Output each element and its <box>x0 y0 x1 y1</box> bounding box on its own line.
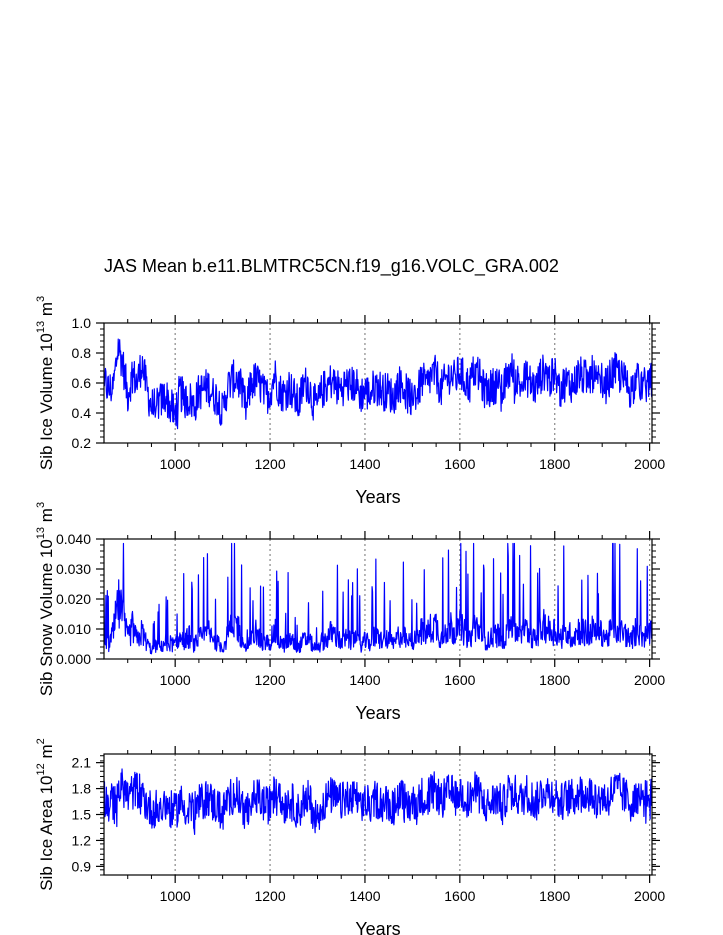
y-tick-label: 0.8 <box>72 345 92 361</box>
ice-volume-series-line <box>103 338 653 430</box>
ice-volume-y-axis-label: Sib Ice Volume 1013 m3 <box>35 296 56 470</box>
y-tick-label: 0.9 <box>72 858 92 874</box>
y-tick-label: 1.0 <box>72 315 92 331</box>
ice-area-series-line <box>103 768 653 836</box>
x-tick-label-1200: 1200 <box>254 672 285 688</box>
y-tick-label: 0.010 <box>56 621 91 637</box>
y-tick-label: 0.040 <box>56 531 91 547</box>
y-tick-label: 0.4 <box>72 405 92 421</box>
y-tick-label: 0.6 <box>72 375 92 391</box>
ice-area-panel: 1000 1200 1400 1600 1800 2000 0.9 1.2 1.5 1.8 2.1 Y… <box>35 738 665 935</box>
x-tick-label-2000: 2000 <box>634 456 665 472</box>
snow-volume-series-line <box>103 542 653 655</box>
y-tick-label: 1.5 <box>72 807 92 823</box>
x-tick-label-1400: 1400 <box>349 456 380 472</box>
x-tick-label-2000: 2000 <box>634 672 665 688</box>
x-tick-label-1200: 1200 <box>254 456 285 472</box>
x-tick-label-1000: 1000 <box>160 456 191 472</box>
y-tick-label: 2.1 <box>72 755 92 771</box>
y-tick-label: 0.2 <box>72 435 92 451</box>
snow-volume-y-axis-label: Sib Snow Volume 1013 m3 <box>35 502 56 696</box>
y-tick-label: 1.2 <box>72 832 92 848</box>
y-tick-label: 0.020 <box>56 591 91 607</box>
ice-volume-panel: 1000 1200 1400 1600 1800 2000 0.2 0.4 0.6 0.8 1.0 Y… <box>35 296 665 507</box>
x-tick-label-1800: 1800 <box>539 888 570 904</box>
x-tick-label-1400: 1400 <box>349 888 380 904</box>
y-tick-label: 1.8 <box>72 781 92 797</box>
x-tick-label-1600: 1600 <box>444 888 475 904</box>
x-tick-label-1600: 1600 <box>444 672 475 688</box>
x-tick-label-1800: 1800 <box>539 672 570 688</box>
figure-title: JAS Mean b.e11.BLMTRC5CN.f19_g16.VOLC_GR… <box>104 256 559 276</box>
ice-volume-x-axis-label: Years <box>355 487 400 507</box>
x-tick-label-1000: 1000 <box>160 672 191 688</box>
ice-area-x-axis-label: Years <box>355 919 400 935</box>
ice-area-y-axis-label: Sib Ice Area 1012 m2 <box>35 738 56 891</box>
y-tick-label: 0.030 <box>56 561 91 577</box>
y-tick-label: 0.000 <box>56 651 91 667</box>
x-tick-label-1000: 1000 <box>160 888 191 904</box>
x-tick-label-1600: 1600 <box>444 456 475 472</box>
x-tick-label-2000: 2000 <box>634 888 665 904</box>
x-tick-label-1400: 1400 <box>349 672 380 688</box>
x-tick-label-1800: 1800 <box>539 456 570 472</box>
snow-volume-panel: 1000 1200 1400 1600 1800 2000 0.000 0.010 0.020 0… <box>35 502 665 723</box>
snow-volume-x-axis-label: Years <box>355 703 400 723</box>
x-tick-label-1200: 1200 <box>254 888 285 904</box>
